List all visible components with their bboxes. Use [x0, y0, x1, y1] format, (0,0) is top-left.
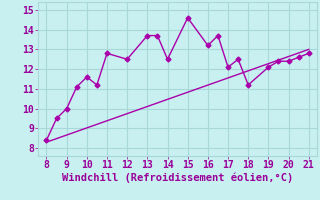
X-axis label: Windchill (Refroidissement éolien,°C): Windchill (Refroidissement éolien,°C)	[62, 173, 293, 183]
